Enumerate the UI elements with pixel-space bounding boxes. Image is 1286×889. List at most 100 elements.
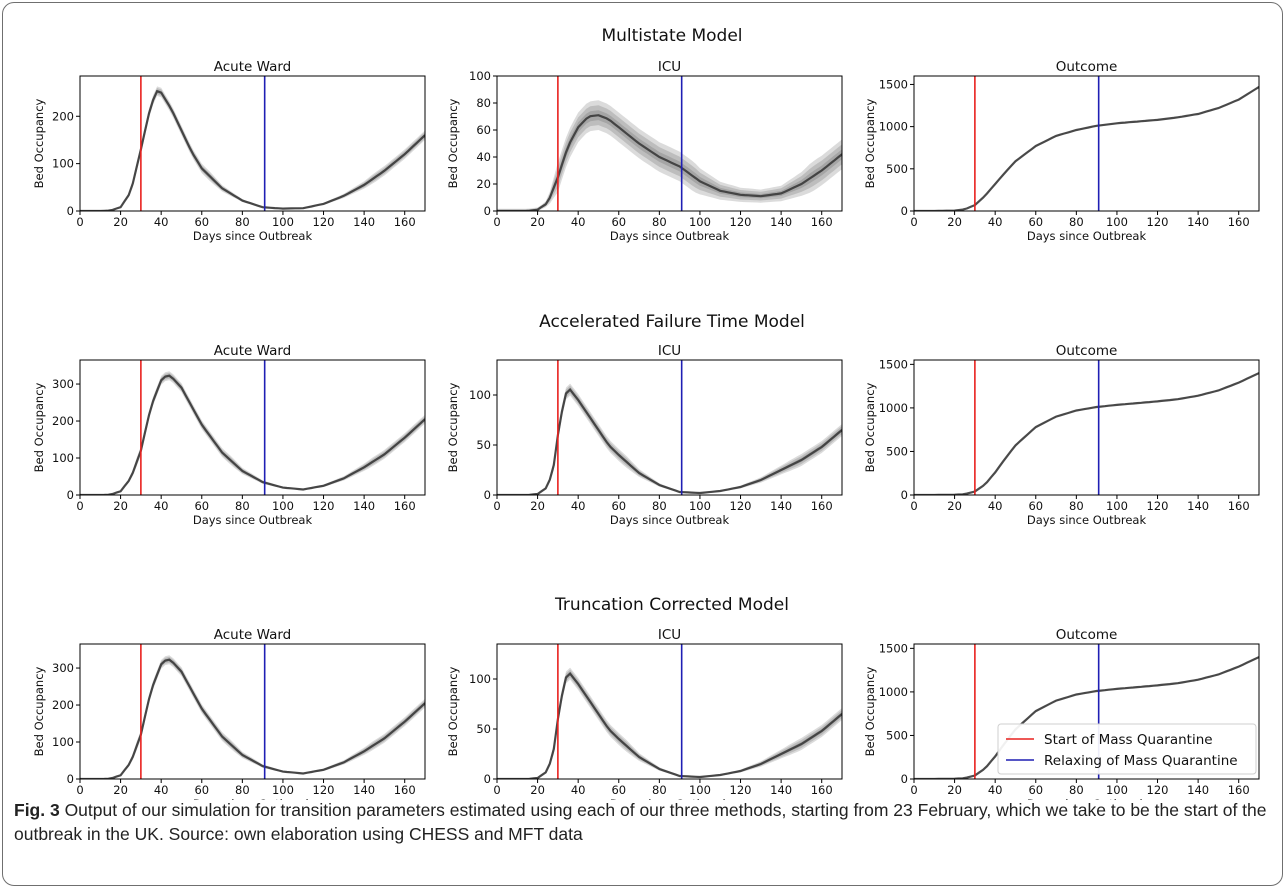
x-tick-label: 40 [988, 783, 1003, 797]
x-tick-label: 0 [76, 783, 83, 797]
y-axis-label: Bed Occupancy [863, 98, 877, 188]
trajectory-mean-line [80, 89, 425, 211]
x-tick-label: 80 [235, 783, 250, 797]
chart-panel-2: 0 20 40 60 80 100 120 140 160 0 500 1000 1500 Outcome… [863, 59, 1260, 243]
chart-panel-5: 0 20 40 60 80 100 120 140 160 0 500 1000 1500 Outcome… [863, 343, 1260, 527]
y-tick-label: 1000 [879, 685, 908, 699]
y-tick-label: 0 [901, 488, 908, 502]
y-tick-label: 500 [886, 444, 908, 458]
row-title-multistate: Multistate Model [601, 26, 742, 46]
y-axis-label: Bed Occupancy [32, 382, 46, 472]
trajectory-band [497, 383, 842, 495]
x-tick-label: 0 [493, 215, 500, 229]
x-tick-label: 80 [1069, 783, 1084, 797]
y-tick-label: 50 [476, 722, 491, 736]
y-tick-label: 100 [52, 735, 74, 749]
x-tick-label: 80 [235, 215, 250, 229]
panel-title: Acute Ward [214, 343, 292, 359]
y-axis-label: Bed Occupancy [446, 666, 460, 756]
x-tick-label: 120 [1147, 499, 1169, 513]
y-tick-label: 1500 [879, 641, 908, 655]
y-tick-label: 200 [52, 414, 74, 428]
x-tick-label: 160 [1228, 215, 1250, 229]
trajectory-band [80, 89, 425, 211]
x-tick-label: 60 [194, 215, 209, 229]
trajectory-band [914, 372, 1259, 495]
y-axis-label: Bed Occupancy [32, 98, 46, 188]
x-tick-label: 60 [1028, 499, 1043, 513]
x-tick-label: 40 [571, 499, 586, 513]
x-tick-label: 120 [1147, 783, 1169, 797]
trajectory-mean-line [914, 656, 1259, 779]
x-tick-label: 160 [1228, 499, 1250, 513]
trajectory-group [914, 656, 1259, 779]
x-tick-label: 120 [313, 499, 335, 513]
x-tick-label: 20 [947, 499, 962, 513]
trajectory-group [497, 100, 842, 211]
trajectory-band [497, 387, 842, 495]
x-tick-label: 100 [272, 499, 294, 513]
legend-box [997, 723, 1257, 775]
x-tick-label: 80 [1069, 215, 1084, 229]
x-tick-label: 20 [113, 499, 128, 513]
chart-panel-1: 0 20 40 60 80 100 120 140 160 0 20 40 60 80 100 ICU Days… [446, 59, 843, 243]
x-tick-label: 100 [689, 215, 711, 229]
figure-svg: Multistate Model Accelerated Failure Tim… [32, 26, 1260, 800]
x-tick-label: 0 [76, 215, 83, 229]
trajectory-band [80, 88, 425, 211]
x-axis-label: Days since Outbreak [610, 229, 730, 243]
y-tick-label: 100 [469, 69, 491, 83]
plot-frame [913, 359, 1260, 496]
x-axis-label: Days since Outbreak [193, 229, 313, 243]
trajectory-mean-line [914, 86, 1259, 211]
x-tick-label: 100 [689, 783, 711, 797]
y-tick-label: 300 [52, 377, 74, 391]
legend: Start of Mass Quarantine Relaxing of Mass… [997, 723, 1257, 775]
x-tick-label: 0 [493, 783, 500, 797]
y-tick-label: 80 [476, 96, 491, 110]
y-tick-label: 100 [469, 388, 491, 402]
y-tick-label: 1500 [879, 357, 908, 371]
trajectory-mean-line [80, 658, 425, 779]
trajectory-mean-line [497, 114, 842, 211]
y-tick-label: 200 [52, 109, 74, 123]
x-tick-label: 140 [1187, 215, 1209, 229]
y-tick-label: 1000 [879, 401, 908, 415]
y-tick-label: 20 [476, 177, 491, 191]
caption-text: Output of our simulation for transition … [14, 800, 1267, 844]
trajectory-band [497, 669, 842, 779]
x-tick-label: 20 [113, 783, 128, 797]
x-axis-label: Days since Outbreak [610, 797, 730, 800]
trajectory-group [914, 372, 1259, 495]
x-tick-label: 120 [313, 215, 335, 229]
legend-start-label: Start of Mass Quarantine [1044, 732, 1213, 748]
x-axis-label: Days since Outbreak [193, 797, 313, 800]
plot-frame [79, 359, 426, 496]
y-tick-label: 1000 [879, 120, 908, 134]
chart-panel-4: 0 20 40 60 80 100 120 140 160 0 50 100 ICU Days since… [446, 343, 843, 527]
x-tick-label: 160 [811, 783, 833, 797]
x-tick-label: 160 [394, 783, 416, 797]
x-tick-label: 160 [394, 499, 416, 513]
plot-frame [79, 643, 426, 780]
trajectory-group [914, 86, 1259, 211]
chart-panel-3: 0 20 40 60 80 100 120 140 160 0 100 200 300 Acute War… [32, 343, 426, 527]
x-tick-label: 60 [611, 499, 626, 513]
x-tick-label: 120 [313, 783, 335, 797]
x-tick-label: 0 [910, 215, 917, 229]
x-tick-label: 60 [194, 783, 209, 797]
y-axis-label: Bed Occupancy [863, 666, 877, 756]
y-tick-label: 0 [901, 772, 908, 786]
trajectory-band [497, 671, 842, 779]
chart-panel-6: 0 20 40 60 80 100 120 140 160 0 100 200 300 Acute War… [32, 627, 426, 800]
y-tick-label: 0 [484, 204, 491, 218]
y-axis-label: Bed Occupancy [863, 382, 877, 472]
x-tick-label: 40 [571, 215, 586, 229]
y-tick-label: 0 [67, 772, 74, 786]
plot-frame [913, 643, 1260, 780]
trajectory-band [914, 86, 1259, 211]
y-tick-label: 200 [52, 698, 74, 712]
panel-title: ICU [658, 59, 681, 75]
trajectory-band [914, 86, 1259, 211]
chart-panel-0: 0 20 40 60 80 100 120 140 160 0 100 200 Acute Ward Da… [32, 59, 426, 243]
